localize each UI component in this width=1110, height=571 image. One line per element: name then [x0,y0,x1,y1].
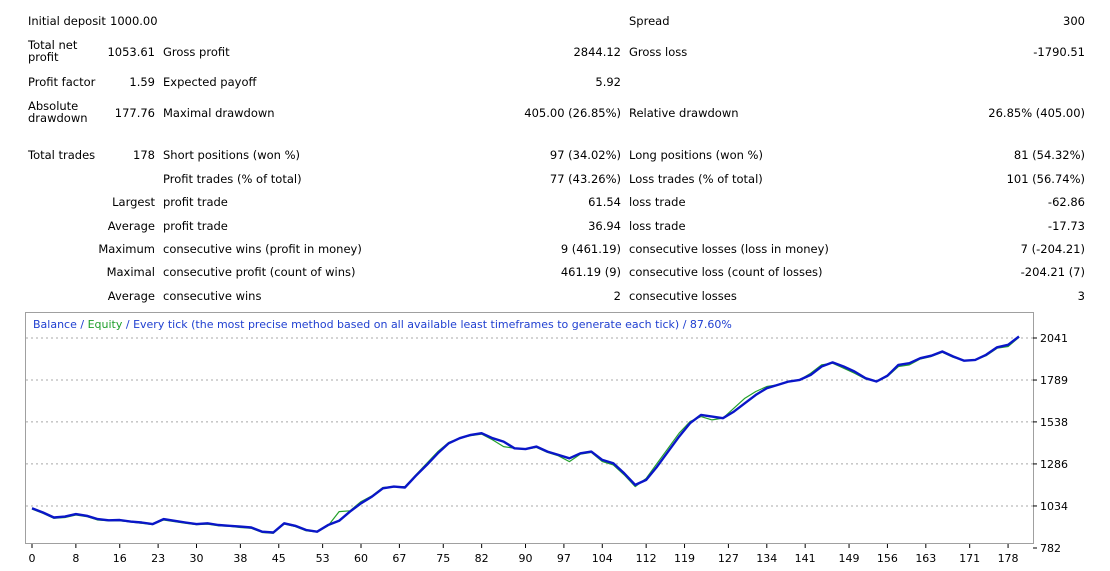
total-trades-label: Total trades [28,148,96,162]
x-tick-label: 90 [519,552,533,565]
x-tick-label: 141 [795,552,816,565]
maximal-consecutive-loss-label: consecutive loss (count of losses) [629,265,823,279]
x-tick-label: 75 [436,552,450,565]
average-consecutive-wins-value: 2 [613,289,621,303]
x-tick-label: 149 [839,552,860,565]
total-trades-value: 178 [133,148,155,162]
largest-profit-label: profit trade [163,195,228,209]
profit-trades-value: 77 (43.26%) [549,172,621,186]
y-tick-label: 2041 [1040,332,1068,345]
chart-legend: Balance / Equity / Every tick (the most … [33,318,732,331]
average-profit-label: profit trade [163,219,228,233]
absolute-drawdown-label: Absolute drawdown [28,99,88,125]
x-tick-label: 112 [636,552,657,565]
maximal-consecutive-profit-label: consecutive profit (count of wins) [163,265,356,279]
absolute-drawdown-value: 177.76 [114,106,155,120]
x-tick-label: 163 [915,552,936,565]
loss-trades-value: 101 (56.74%) [1006,172,1085,186]
initial-deposit-label: Initial deposit [28,14,106,28]
gross-profit-value: 2844.12 [573,45,621,59]
legend-balance: Balance [33,318,77,331]
y-tick-label: 1789 [1040,374,1068,387]
total-net-profit-value: 1053.61 [107,45,155,59]
largest-loss-value: -62.86 [1047,195,1085,209]
max-consecutive-losses-value: 7 (-204.21) [1020,242,1085,256]
average-loss-label: loss trade [629,219,686,233]
x-tick-label: 67 [392,552,406,565]
y-tick-label: 1034 [1040,500,1068,513]
relative-drawdown-value: 26.85% (405.00) [988,106,1085,120]
x-tick-label: 16 [113,552,127,565]
short-positions-label: Short positions (won %) [163,148,301,162]
average-loss-value: -17.73 [1047,219,1085,233]
largest-loss-label: loss trade [629,195,686,209]
profit-factor-label: Profit factor [28,75,96,89]
long-positions-label: Long positions (won %) [629,148,763,162]
x-tick-label: 8 [72,552,79,565]
x-tick-label: 127 [718,552,739,565]
x-tick-label: 30 [190,552,204,565]
legend-description: / Every tick (the most precise method ba… [122,318,732,331]
equity-line [31,336,1020,534]
initial-deposit-value: 1000.00 [110,14,158,28]
x-tick-label: 38 [233,552,247,565]
x-tick-label: 0 [29,552,36,565]
x-tick-label: 104 [592,552,613,565]
total-net-profit-label: Total net profit [28,38,78,64]
balance-line [31,335,1020,534]
y-tick-label: 1538 [1040,416,1068,429]
average-consecutive-wins-label: consecutive wins [163,289,262,303]
x-tick-label: 178 [998,552,1019,565]
maximal-drawdown-value: 405.00 (26.85%) [524,106,621,120]
y-tick-label: 1286 [1040,458,1068,471]
maximal-consecutive-profit-value: 461.19 (9) [560,265,621,279]
x-tick-label: 45 [272,552,286,565]
relative-drawdown-label: Relative drawdown [629,106,739,120]
x-tick-label: 171 [959,552,980,565]
x-tick-label: 119 [674,552,695,565]
long-positions-value: 81 (54.32%) [1013,148,1085,162]
largest-prefix: Largest [112,195,155,209]
max-consecutive-wins-value: 9 (461.19) [560,242,621,256]
x-tick-label: 82 [475,552,489,565]
gross-loss-label: Gross loss [629,45,688,59]
maximal-prefix: Maximal [106,265,155,279]
max-consecutive-losses-label: consecutive losses (loss in money) [629,242,829,256]
y-tick-label: 782 [1040,542,1061,555]
average-profit-value: 36.94 [588,219,621,233]
x-tick-label: 134 [756,552,777,565]
maximal-consecutive-loss-value: -204.21 (7) [1020,265,1085,279]
expected-payoff-label: Expected payoff [163,75,257,89]
x-tick-label: 156 [877,552,898,565]
profit-trades-label: Profit trades (% of total) [163,172,302,186]
legend-equity: Equity [87,318,123,331]
x-tick-label: 97 [557,552,571,565]
average-prefix: Average [107,219,155,233]
short-positions-value: 97 (34.02%) [549,148,621,162]
x-tick-label: 23 [151,552,165,565]
x-tick-label: 53 [316,552,330,565]
legend-sep: / [76,318,88,331]
max-consecutive-wins-label: consecutive wins (profit in money) [163,242,362,256]
maximum-prefix: Maximum [98,242,155,256]
average-consecutive-prefix: Average [107,289,155,303]
largest-profit-value: 61.54 [588,195,621,209]
spread-label: Spread [629,14,670,28]
balance-chart-frame [25,312,1034,544]
maximal-drawdown-label: Maximal drawdown [163,106,275,120]
average-consecutive-losses-label: consecutive losses [629,289,737,303]
x-tick-label: 60 [354,552,368,565]
profit-factor-value: 1.59 [129,75,155,89]
loss-trades-label: Loss trades (% of total) [629,172,763,186]
average-consecutive-losses-value: 3 [1077,289,1085,303]
gross-loss-value: -1790.51 [1033,45,1085,59]
spread-value: 300 [1063,14,1085,28]
gross-profit-label: Gross profit [163,45,230,59]
expected-payoff-value: 5.92 [595,75,621,89]
